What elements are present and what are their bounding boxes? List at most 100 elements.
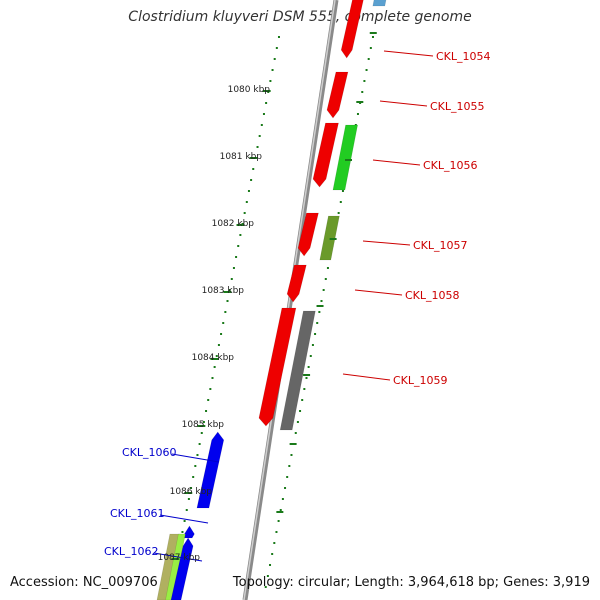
gene-feature-9: [279, 310, 316, 431]
gene-feature-13: [165, 533, 186, 600]
tick-dot-left: [198, 443, 201, 445]
accession-text: Accession: NC_009706: [10, 575, 158, 590]
tick-dot-left: [194, 465, 197, 467]
label-leader-line: [159, 514, 209, 524]
tick-dot-left: [250, 179, 253, 181]
tick-dot-left: [181, 531, 184, 533]
tick-dot-right: [290, 454, 293, 456]
tick-dot-left: [265, 102, 268, 104]
tick-dot-right: [371, 36, 374, 38]
tick-dot-left: [262, 113, 265, 115]
tick-dot-right: [294, 432, 297, 434]
tick-dot-left: [275, 47, 278, 49]
kbp-ticks: [171, 32, 377, 560]
backbone-line: [242, 0, 339, 600]
tick-dot-right: [369, 47, 372, 49]
gene-label-ckl-1062[interactable]: CKL_1062: [104, 545, 159, 558]
tick-dot-left: [269, 80, 272, 82]
gene-label-ckl-1054[interactable]: CKL_1054: [436, 50, 491, 63]
tick-dot-left: [252, 168, 255, 170]
feature-tracks: [156, 0, 387, 600]
tick-dot-left: [245, 201, 248, 203]
tick-dot-right: [339, 201, 342, 203]
kbp-label-1087: 1087 kbp: [158, 553, 201, 563]
tick-dot-left: [273, 58, 276, 60]
label-leader-line: [342, 373, 391, 381]
tick-dot-left: [190, 487, 193, 489]
tick-dot-right: [326, 267, 329, 269]
tick-dot-left: [235, 256, 238, 258]
kbp-label-1083: 1083 kbp: [202, 286, 245, 296]
gene-feature-4: [332, 124, 358, 191]
tick-dot-right: [363, 80, 366, 82]
tick-dot-right: [324, 278, 327, 280]
gene-label-ckl-1056[interactable]: CKL_1056: [423, 159, 478, 172]
label-leader-line: [379, 100, 428, 107]
tick-dot-left: [187, 498, 190, 500]
tick-dot-left: [247, 190, 250, 192]
tick-dot-right: [322, 289, 325, 291]
tick-dot-right: [271, 553, 274, 555]
tick-dot-right: [314, 333, 317, 335]
tick-dot-right: [320, 300, 323, 302]
label-leader-line: [372, 159, 421, 166]
tick-dot-right: [273, 542, 276, 544]
tick-dot-left: [230, 278, 233, 280]
gene-label-ckl-1057[interactable]: CKL_1057: [413, 239, 468, 252]
gene-feature-10: [196, 431, 225, 509]
tick-dot-right: [356, 113, 359, 115]
tick-dot-right: [269, 564, 272, 566]
tick-dot-right: [318, 311, 321, 313]
label-leader-line: [153, 552, 203, 562]
gene-label-ckl-1059[interactable]: CKL_1059: [393, 374, 448, 387]
gene-feature-12: [156, 533, 181, 600]
label-leader-line: [171, 453, 220, 463]
tick-dot-right: [303, 388, 306, 390]
tick-dot-left: [277, 36, 280, 38]
gene-feature-7: [286, 264, 307, 303]
tick-dot-right: [341, 190, 344, 192]
tick-dot-left: [220, 333, 223, 335]
tick-dot-right: [286, 476, 289, 478]
tick-dot-left: [209, 388, 212, 390]
gene-feature-8: [258, 307, 297, 427]
tick-dot-left: [260, 124, 263, 126]
tick-dot-right: [365, 69, 368, 71]
tick-dot-left: [224, 311, 227, 313]
tick-dot-left: [239, 234, 242, 236]
tick-dot-left: [243, 212, 246, 214]
tick-dot-right: [305, 377, 308, 379]
gene-label-ckl-1061[interactable]: CKL_1061: [110, 507, 165, 520]
tick-dot-right: [284, 487, 287, 489]
tick-dot-right: [299, 410, 302, 412]
kbp-label-1085: 1085 kbp: [182, 420, 225, 430]
tick-dot-left: [207, 399, 210, 401]
gene-label-ckl-1060[interactable]: CKL_1060: [122, 446, 177, 459]
tick-dot-left: [228, 289, 231, 291]
tick-dot-left: [226, 300, 229, 302]
tick-dot-right: [309, 355, 312, 357]
tick-dot-left: [222, 322, 225, 324]
tick-dot-right: [281, 498, 284, 500]
gene-label-ckl-1058[interactable]: CKL_1058: [405, 289, 460, 302]
kbp-label-1084: 1084 kbp: [192, 353, 235, 363]
gene-label-ckl-1055[interactable]: CKL_1055: [430, 100, 485, 113]
label-leader-line: [354, 289, 403, 296]
topology-text: Topology: circular; Length: 3,964,618 bp…: [232, 575, 590, 590]
tick-dot-left: [258, 135, 261, 137]
tick-dot-right: [301, 399, 304, 401]
tick-dot-right: [361, 91, 364, 93]
tick-dot-right: [277, 520, 280, 522]
tick-dot-left: [217, 344, 220, 346]
tick-dot-left: [213, 366, 216, 368]
tick-dot-left: [205, 410, 208, 412]
tick-dot-left: [237, 245, 240, 247]
tick-dot-left: [196, 454, 199, 456]
tick-dot-left: [192, 476, 195, 478]
gene-feature-5: [297, 212, 319, 257]
genome-backbone: [242, 0, 339, 600]
kbp-label-1080: 1080 kbp: [228, 85, 271, 95]
tick-dot-right: [275, 531, 278, 533]
tick-dot-right: [367, 58, 370, 60]
